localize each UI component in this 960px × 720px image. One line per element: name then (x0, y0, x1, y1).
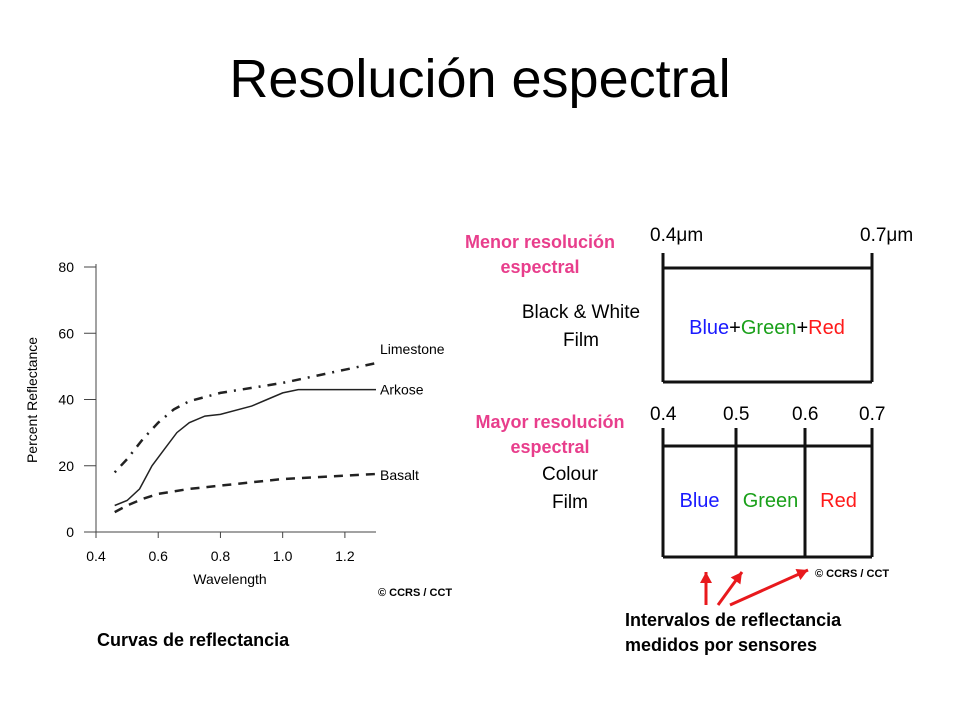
low-resolution-line-1: Menor resolución (464, 232, 616, 252)
panel2-band-blue: Blue (679, 490, 719, 512)
band-joiner: + (796, 317, 808, 339)
right-caption-line-2: medidos por sensores (625, 635, 818, 656)
y-tick-label: 80 (58, 259, 74, 275)
panel2-tick-label: 0.6 (792, 404, 818, 425)
arrow-to-red-head (795, 569, 808, 580)
left-caption: Curvas de reflectancia (97, 630, 290, 650)
slide-title: Resolución espectral (229, 49, 731, 109)
x-tick-label: 0.8 (211, 548, 231, 564)
sensor-arrows (700, 568, 809, 607)
x-axis-label: Wavelength (193, 571, 266, 587)
y-tick-label: 60 (58, 325, 74, 341)
arrow-to-green-head (730, 572, 742, 585)
sensor-arrows-group (700, 568, 809, 607)
high-resolution-line-1: Mayor resolución (475, 412, 625, 432)
panel1-tick-start: 0.4μm (650, 225, 703, 246)
band-joiner: + (729, 317, 741, 339)
panel1-band-green: Green (741, 317, 797, 339)
series-label-basalt: Basalt (380, 467, 419, 483)
y-tick-label: 0 (66, 524, 74, 540)
right-caption-line-1: Intervalos de reflectancia (625, 610, 842, 630)
high-resolution-label: Mayor resolución espectral (425, 410, 675, 460)
chart-credit: © CCRS / CCT (378, 587, 452, 599)
x-tick-label: 0.4 (86, 548, 106, 564)
panel2-tick-label: 0.7 (859, 404, 885, 425)
diagram-credit: © CCRS / CCT (815, 568, 889, 580)
y-tick-label: 40 (58, 392, 74, 408)
x-tick-label: 1.2 (335, 548, 355, 564)
reflectance-chart-plot: 0 20 40 60 80 0.4 0.6 0.8 1.0 1.2 Wavelength Percen… (24, 259, 452, 599)
panel1-tick-end: 0.7μm (860, 225, 913, 246)
x-tick-label: 1.0 (273, 548, 293, 564)
panel2-film-line-1: Colour (542, 464, 599, 485)
series-label-limestone: Limestone (380, 341, 445, 357)
panel2-tick-label: 0.4 (650, 404, 677, 425)
panel2-band-red: Red (820, 490, 857, 512)
series-label-arkose: Arkose (380, 382, 424, 398)
high-resolution-line-2: espectral (510, 437, 590, 458)
right-caption: Intervalos de reflectancia medidos por s… (625, 608, 841, 658)
panel1-band-blue: Blue (689, 317, 729, 339)
panel1-band-text: Blue+Green+Red (689, 317, 845, 339)
panel1-band-red: Red (808, 317, 845, 339)
panel1-film-line-2: Film (563, 330, 599, 351)
series-line-limestone (113, 361, 377, 474)
arrow-to-blue-head (700, 572, 712, 583)
panel2-tick-label: 0.5 (723, 404, 749, 425)
low-resolution-label: Menor resolución espectral (415, 230, 665, 280)
arrow-to-red-shaft (729, 568, 809, 607)
series-line-arkose (114, 388, 376, 507)
y-tick-label: 20 (58, 458, 74, 474)
x-tick-label: 0.6 (148, 548, 168, 564)
reflectance-chart: 0 20 40 60 80 0.4 0.6 0.8 1.0 1.2 Wavelength Percen… (24, 259, 452, 599)
y-axis-label: Percent Reflectance (24, 337, 40, 463)
low-resolution-line-2: espectral (500, 257, 580, 278)
panel1-film-line-1: Black & White (522, 302, 640, 323)
panel2-band-green: Green (743, 490, 799, 512)
series-line-basalt (114, 472, 377, 514)
panel2-film-line-2: Film (552, 492, 588, 513)
